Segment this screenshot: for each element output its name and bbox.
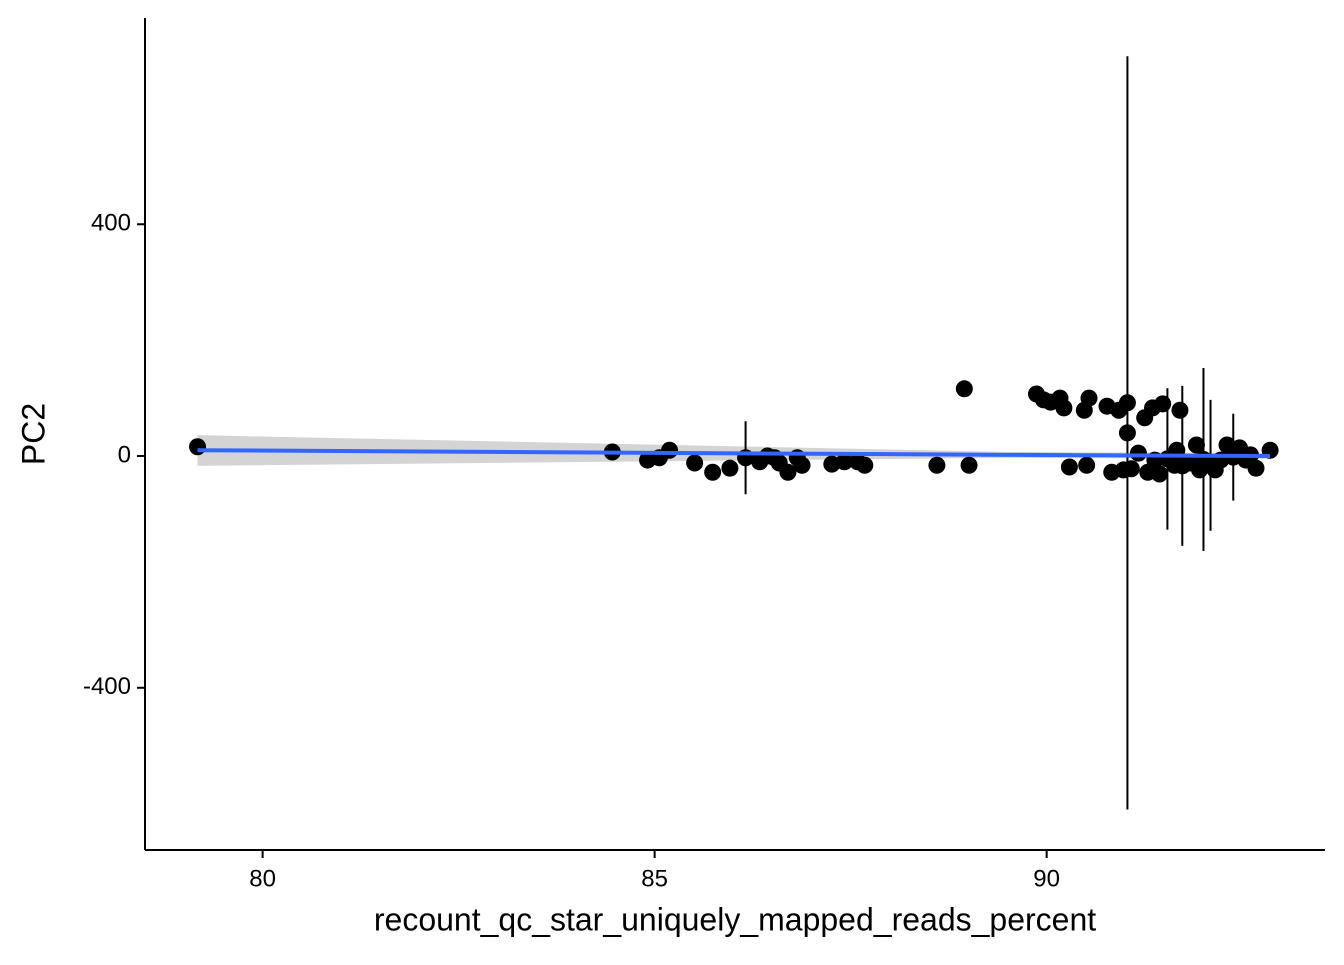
point (1060, 458, 1078, 476)
point (955, 380, 973, 398)
x-tick-label: 80 (249, 865, 276, 892)
point (1118, 394, 1136, 412)
x-tick-label: 90 (1033, 865, 1060, 892)
point (1055, 399, 1073, 417)
point (1247, 459, 1265, 477)
y-tick-label: -400 (83, 673, 131, 700)
point (1129, 444, 1147, 462)
point (686, 454, 704, 472)
point (1151, 465, 1169, 483)
point (835, 453, 853, 471)
point (189, 438, 207, 456)
point (856, 456, 874, 474)
point (1080, 389, 1098, 407)
point (704, 463, 722, 481)
point (823, 455, 841, 473)
point (779, 463, 797, 481)
point (1078, 456, 1096, 474)
point (1122, 460, 1140, 478)
x-axis-title: recount_qc_star_uniquely_mapped_reads_pe… (374, 901, 1096, 937)
fit-line (197, 448, 1271, 459)
point (793, 456, 811, 474)
point (1187, 436, 1205, 454)
point (661, 441, 679, 459)
point (928, 456, 946, 474)
point (1154, 395, 1172, 413)
y-axis-title: PC2 (15, 403, 51, 465)
y-tick-label: 0 (118, 441, 131, 468)
x-tick-label: 85 (641, 865, 668, 892)
point (721, 459, 739, 477)
point (960, 456, 978, 474)
point (1118, 424, 1136, 442)
y-tick-label: 400 (91, 210, 131, 237)
confidence-band (197, 435, 1271, 466)
point (1171, 401, 1189, 419)
